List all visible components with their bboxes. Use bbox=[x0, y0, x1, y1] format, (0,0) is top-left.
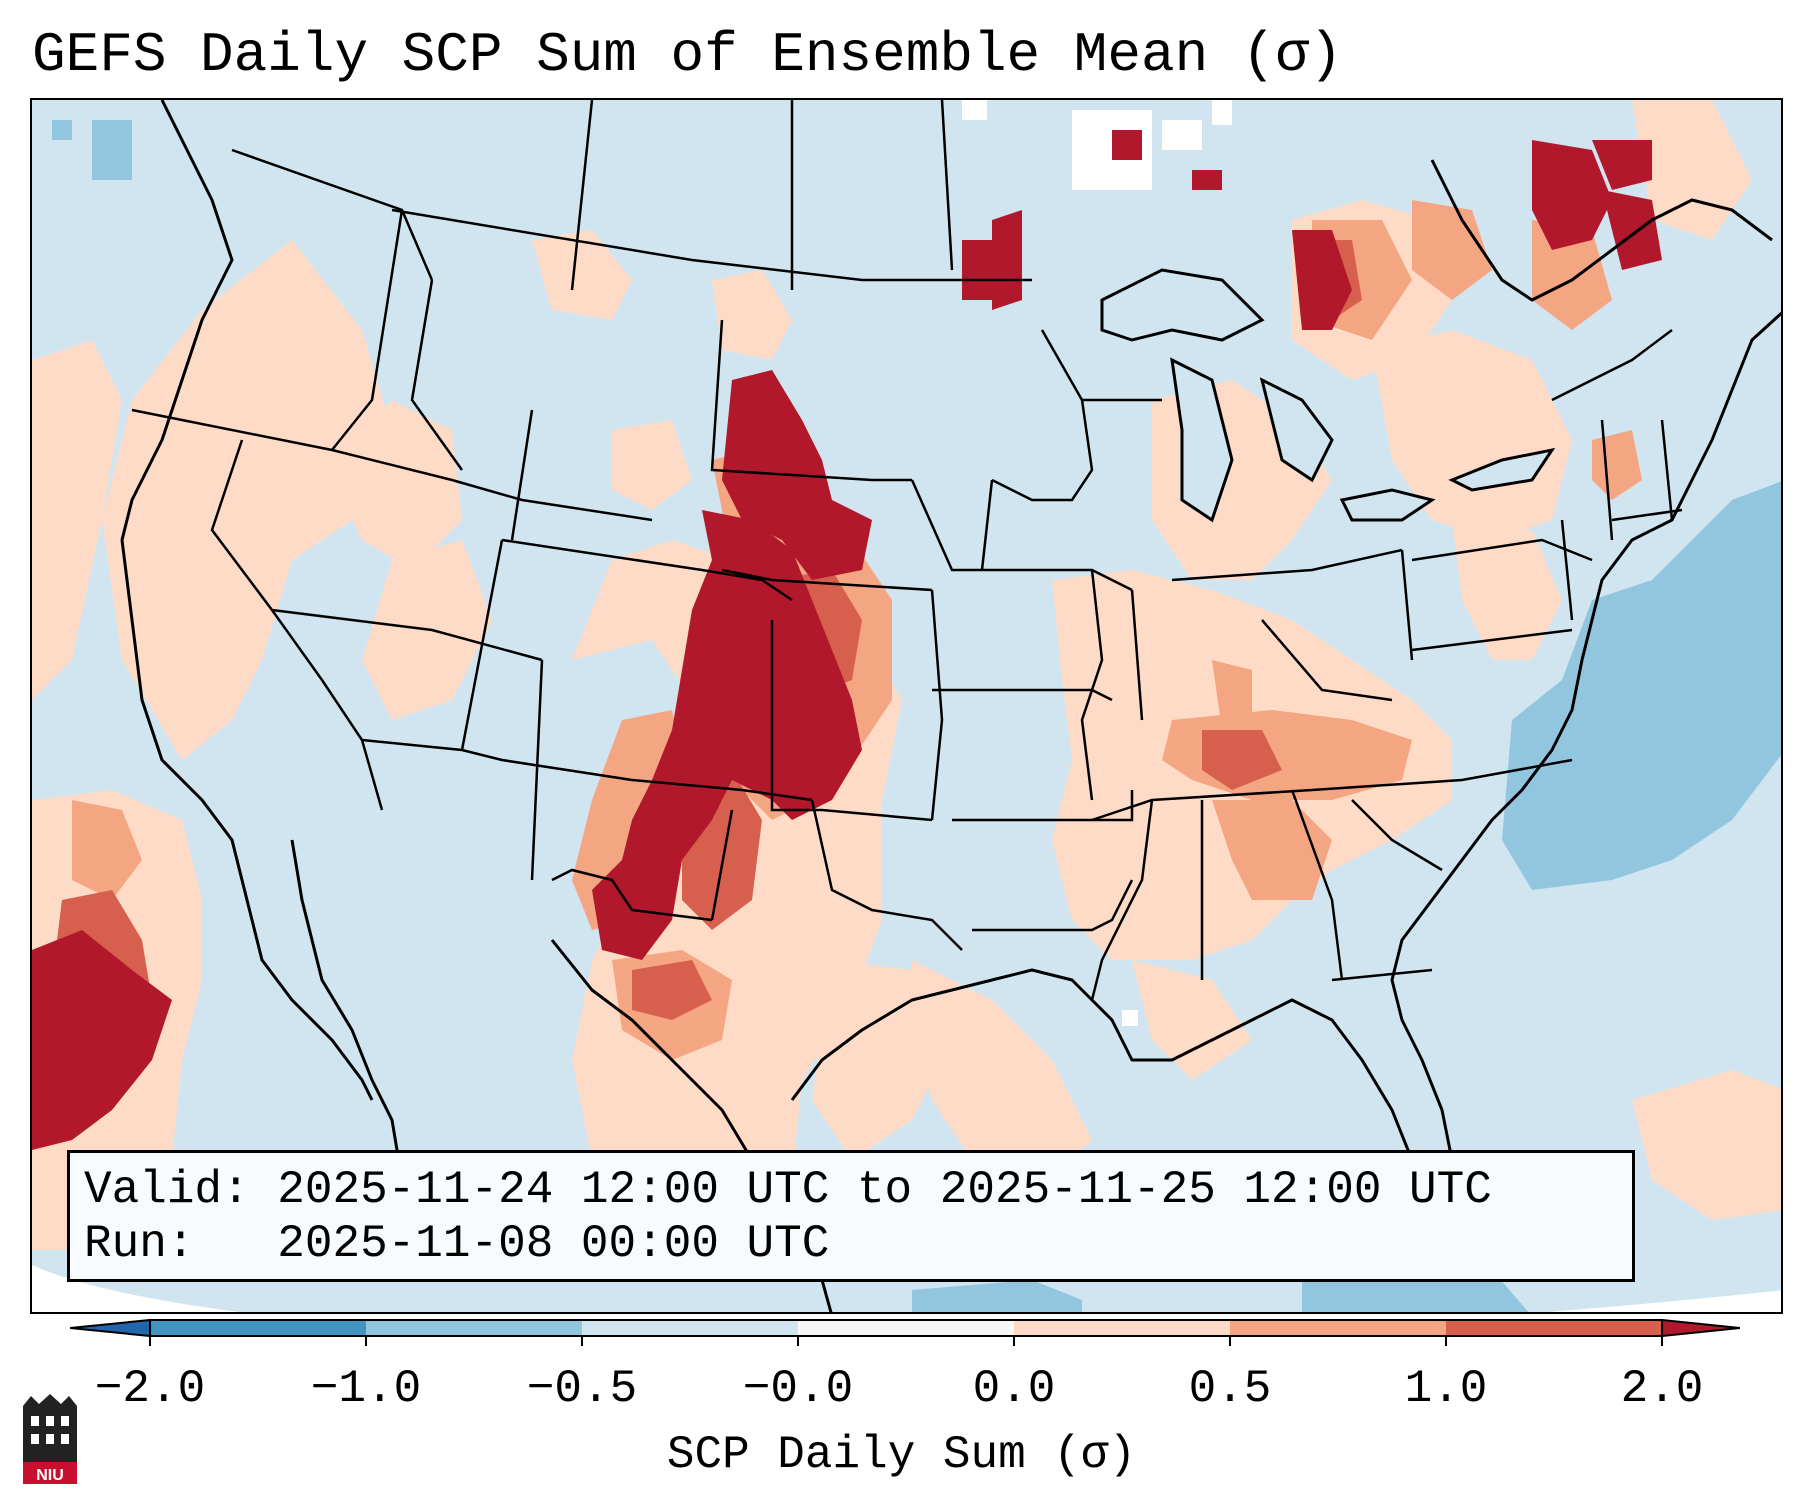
colorbar-tick-label: 2.0 bbox=[1620, 1363, 1704, 1415]
colorbar bbox=[70, 1318, 1740, 1346]
colorbar-tick-label: −1.0 bbox=[310, 1363, 422, 1415]
run-label: Run: bbox=[84, 1218, 195, 1270]
chart-title: GEFS Daily SCP Sum of Ensemble Mean (σ) bbox=[32, 23, 1343, 87]
valid-label: Valid: bbox=[84, 1164, 250, 1216]
colorbar-extend-high bbox=[1661, 1318, 1740, 1338]
niu-logo-icon: NIU bbox=[23, 1394, 77, 1484]
scp-map bbox=[32, 100, 1781, 1312]
colorbar-tick-label: −0.0 bbox=[742, 1363, 854, 1415]
map-panel bbox=[30, 98, 1783, 1314]
colorbar-bin bbox=[366, 1320, 582, 1336]
colorbar-label: SCP Daily Sum (σ) bbox=[666, 1429, 1137, 1481]
colorbar-bin bbox=[1446, 1320, 1662, 1336]
valid-row: Valid: 2025-11-24 12:00 UTC to 2025-11-2… bbox=[84, 1163, 1618, 1217]
colorbar-tick-label: 0.0 bbox=[972, 1363, 1056, 1415]
run-value: 2025-11-08 00:00 UTC bbox=[277, 1218, 830, 1270]
colorbar-tick-label: −2.0 bbox=[94, 1363, 206, 1415]
colorbar-bin bbox=[1014, 1320, 1230, 1336]
colorbar-bin bbox=[582, 1320, 798, 1336]
colorbar-bin bbox=[1230, 1320, 1446, 1336]
run-row: Run: 2025-11-08 00:00 UTC bbox=[84, 1217, 1618, 1271]
valid-value: 2025-11-24 12:00 UTC to 2025-11-25 12:00… bbox=[277, 1164, 1492, 1216]
niu-logo-text: NIU bbox=[36, 1467, 64, 1484]
colorbar-tick-label: 1.0 bbox=[1404, 1363, 1488, 1415]
valid-run-infobox: Valid: 2025-11-24 12:00 UTC to 2025-11-2… bbox=[67, 1150, 1635, 1282]
colorbar-bin bbox=[150, 1320, 366, 1336]
colorbar-tick-label: 0.5 bbox=[1188, 1363, 1272, 1415]
colorbar-tick-label: −0.5 bbox=[526, 1363, 638, 1415]
colorbar-extend-low bbox=[70, 1318, 151, 1338]
colorbar-bin bbox=[798, 1320, 1014, 1336]
